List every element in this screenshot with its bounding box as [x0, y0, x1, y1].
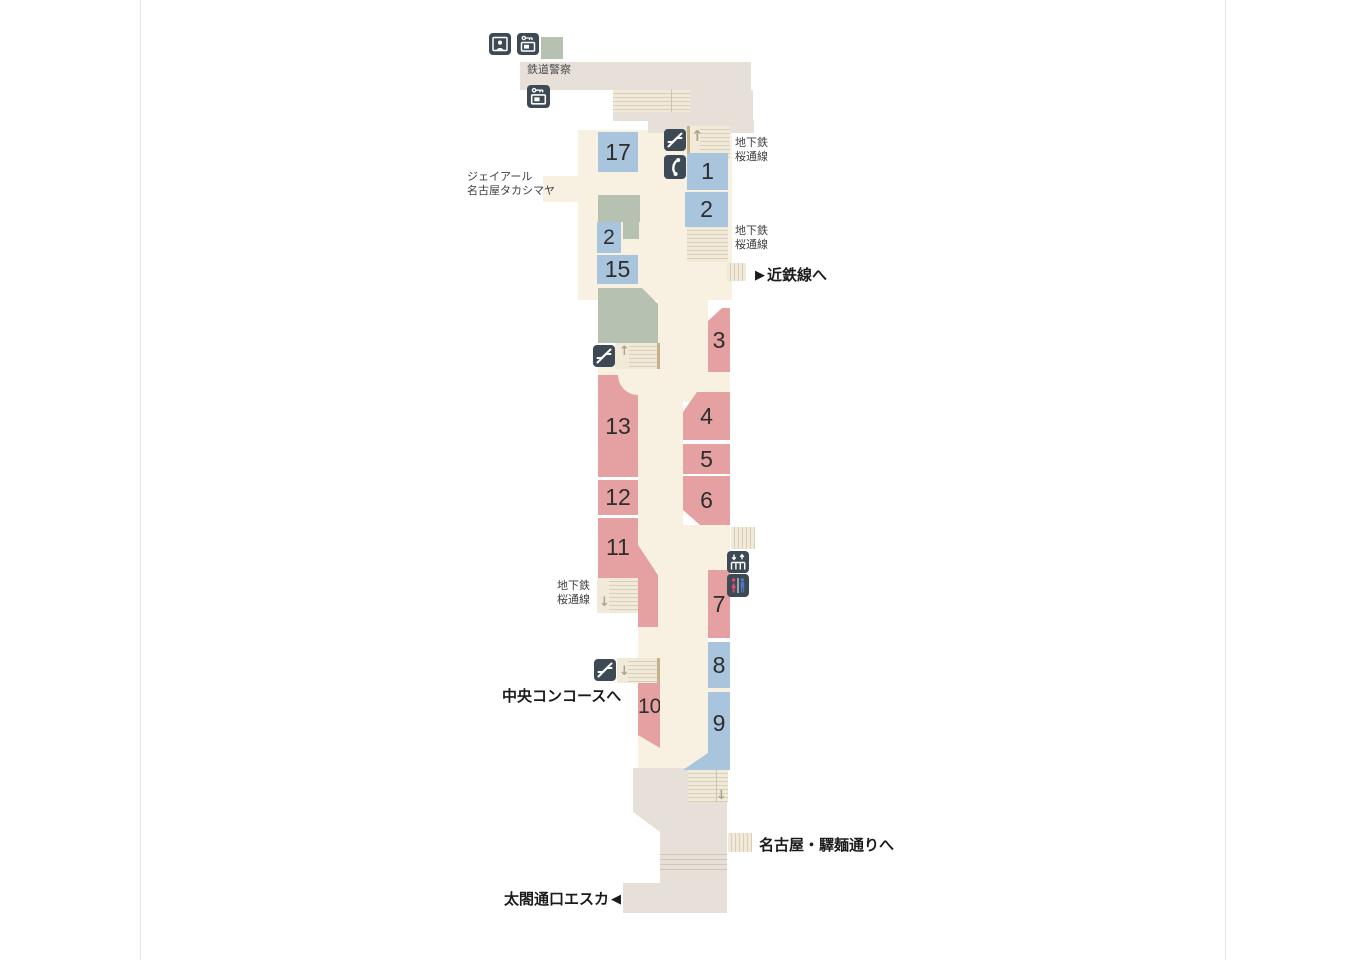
- page-card: [140, 0, 1226, 960]
- shop-block-17: 17: [598, 132, 638, 172]
- sage-block-mid: [598, 195, 640, 222]
- triangle-left-icon: ◀: [611, 890, 622, 906]
- shop-block-2-right: 2: [685, 192, 728, 227]
- shop-block-10: 10: [638, 683, 660, 748]
- subway-sakura-label-top: 地下鉄 桜通線: [735, 137, 768, 163]
- corridor-mid-5: [638, 525, 730, 570]
- to-ekimen-label: 名古屋・驛麺通りへ: [759, 837, 895, 854]
- stairs-subway-mid: [687, 227, 728, 262]
- coin-locker-icon: [517, 33, 539, 55]
- ticket-gate-icon: [727, 551, 749, 573]
- restroom-icon: [727, 574, 749, 597]
- stairs-bottom: ↓: [688, 770, 728, 802]
- passage-ekimen: [728, 833, 752, 852]
- sage-block-top: [541, 37, 563, 59]
- railway-police-label: 鉄道警察: [527, 64, 571, 76]
- escalator-icon: [664, 129, 686, 151]
- shop-block-2-left: 2: [597, 222, 621, 253]
- subway-sakura-label-low: 地下鉄 桜通線: [557, 580, 590, 606]
- staff-counter-icon: [489, 33, 511, 55]
- sage-block-small: [623, 222, 639, 239]
- shop-block-12: 12: [598, 480, 638, 515]
- telephone-icon: [664, 155, 686, 179]
- stairs-subway-lower: ↓: [597, 578, 638, 613]
- sage-block-large: [598, 288, 658, 343]
- corridor-mid-7: [638, 627, 708, 655]
- corridor-mid-4: [638, 402, 683, 525]
- corridor-mid-6: [658, 570, 708, 627]
- triangle-right-icon: ▶: [755, 266, 765, 282]
- to-kintetsu-label: ▶ 近鉄線へ: [755, 266, 828, 285]
- arrow-down-icon: ↓: [619, 664, 630, 679]
- shop-block-15: 15: [597, 255, 638, 284]
- corridor-left-tab: [543, 176, 578, 202]
- coin-locker-icon: [527, 85, 550, 108]
- shop-block-7: 7: [708, 570, 730, 638]
- stairs-central-concourse: ↓: [617, 658, 660, 683]
- corridor-mid-3: [598, 367, 660, 375]
- corridor-mid-1: [658, 300, 708, 372]
- to-taiko-esca-label: 太閤通口エスカ ◀: [504, 890, 622, 909]
- shop-block-6: 6: [683, 476, 730, 525]
- escalator-icon: [593, 345, 615, 367]
- takashimaya-label: ジェイアール 名古屋タカシマヤ: [467, 171, 555, 197]
- arrow-up-icon: ↑: [619, 344, 630, 359]
- stairs-top: [613, 90, 690, 112]
- stairs-escalator-upper: ↑: [615, 343, 660, 369]
- passage-kintetsu: [727, 263, 746, 281]
- stairs-subway-up: ↑: [687, 126, 730, 158]
- shop-block-1: 1: [687, 153, 728, 190]
- passage-gate: [731, 527, 755, 549]
- to-central-concourse-label: 中央コンコースへ: [502, 688, 622, 705]
- shop-block-3: 3: [708, 308, 730, 372]
- shop-block-8: 8: [708, 642, 730, 688]
- gray-band-top: [520, 62, 751, 90]
- shop-block-5: 5: [683, 444, 730, 474]
- escalator-icon: [594, 659, 616, 681]
- subway-sakura-label-mid: 地下鉄 桜通線: [735, 225, 768, 251]
- arrow-up-icon: ↑: [691, 127, 704, 145]
- arrow-down-icon: ↓: [599, 595, 610, 610]
- arrow-down-icon: ↓: [716, 788, 727, 803]
